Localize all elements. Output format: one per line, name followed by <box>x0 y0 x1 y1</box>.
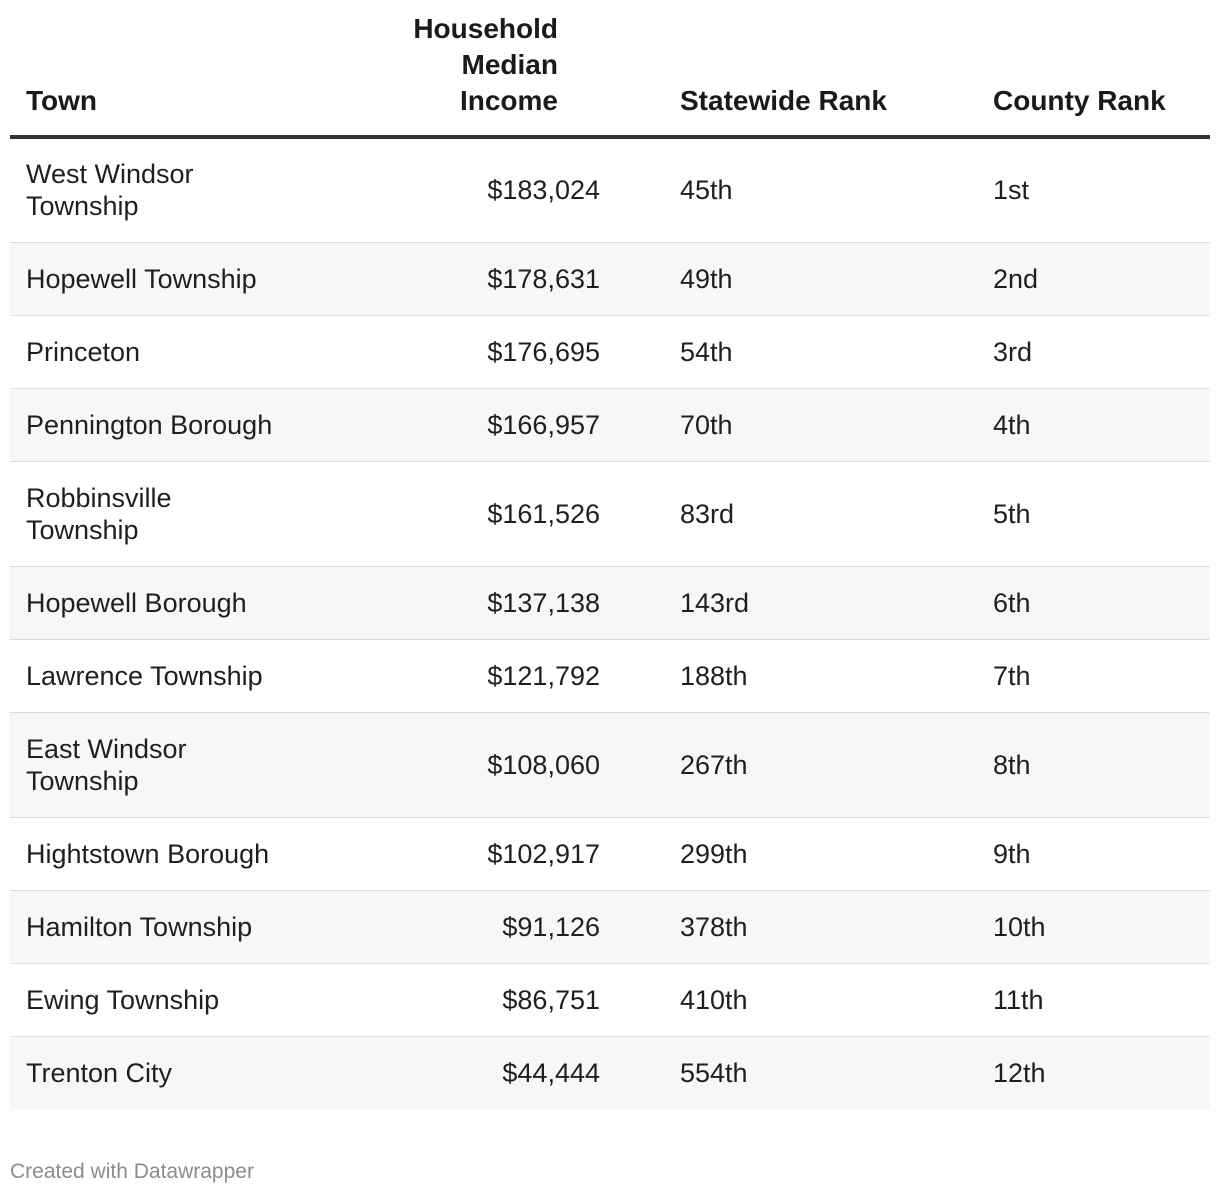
income-table: Town Household Median Income Statewide R… <box>10 0 1210 1109</box>
town-cell: Hopewell Borough <box>10 566 300 640</box>
income-cell: $108,060 <box>300 712 616 818</box>
table-row: Trenton City $44,444 554th 12th <box>10 1036 1210 1109</box>
table-row: Hamilton Township $91,126 378th 10th <box>10 890 1210 964</box>
column-header-income[interactable]: Household Median Income <box>300 0 616 139</box>
income-cell: $102,917 <box>300 817 616 891</box>
county-rank-cell: 3rd <box>929 315 1210 389</box>
county-rank-cell: 4th <box>929 388 1210 462</box>
statewide-rank-cell: 143rd <box>616 566 929 640</box>
town-cell: Trenton City <box>10 1036 300 1109</box>
statewide-rank-cell: 378th <box>616 890 929 964</box>
county-rank-cell: 7th <box>929 639 1210 713</box>
county-rank-cell: 12th <box>929 1036 1210 1109</box>
town-cell: Princeton <box>10 315 300 389</box>
town-cell: Robbinsville Township <box>10 461 300 567</box>
datawrapper-credit: Created with Datawrapper <box>10 1160 254 1183</box>
county-rank-cell: 6th <box>929 566 1210 640</box>
column-header-county-rank[interactable]: County Rank <box>929 0 1210 139</box>
table-row: Ewing Township $86,751 410th 11th <box>10 963 1210 1037</box>
town-cell: Lawrence Township <box>10 639 300 713</box>
statewide-rank-cell: 410th <box>616 963 929 1037</box>
datawrapper-table-chart: Town Household Median Income Statewide R… <box>10 0 1210 1183</box>
table-body: West Windsor Township $183,024 45th 1st Hope… <box>10 137 1210 1109</box>
statewide-rank-cell: 554th <box>616 1036 929 1109</box>
table-row: Hopewell Borough $137,138 143rd 6th <box>10 566 1210 640</box>
county-rank-cell: 11th <box>929 963 1210 1037</box>
town-cell: Hightstown Borough <box>10 817 300 891</box>
statewide-rank-cell: 49th <box>616 242 929 316</box>
income-cell: $176,695 <box>300 315 616 389</box>
income-cell: $86,751 <box>300 963 616 1037</box>
town-cell: Pennington Borough <box>10 388 300 462</box>
income-cell: $178,631 <box>300 242 616 316</box>
table-row: Pennington Borough $166,957 70th 4th <box>10 388 1210 462</box>
statewide-rank-cell: 188th <box>616 639 929 713</box>
town-cell: Ewing Township <box>10 963 300 1037</box>
statewide-rank-cell: 267th <box>616 712 929 818</box>
statewide-rank-cell: 54th <box>616 315 929 389</box>
town-cell: West Windsor Township <box>10 137 300 243</box>
table-row: Lawrence Township $121,792 188th 7th <box>10 639 1210 713</box>
table-row: West Windsor Township $183,024 45th 1st <box>10 137 1210 243</box>
table-header-row: Town Household Median Income Statewide R… <box>10 0 1210 139</box>
county-rank-cell: 10th <box>929 890 1210 964</box>
statewide-rank-cell: 70th <box>616 388 929 462</box>
income-cell: $44,444 <box>300 1036 616 1109</box>
county-rank-cell: 5th <box>929 461 1210 567</box>
column-header-town[interactable]: Town <box>10 0 300 139</box>
income-cell: $166,957 <box>300 388 616 462</box>
table-row: East Windsor Township $108,060 267th 8th <box>10 712 1210 818</box>
income-cell: $161,526 <box>300 461 616 567</box>
county-rank-cell: 2nd <box>929 242 1210 316</box>
income-cell: $121,792 <box>300 639 616 713</box>
county-rank-cell: 9th <box>929 817 1210 891</box>
income-cell: $91,126 <box>300 890 616 964</box>
table-row: Hightstown Borough $102,917 299th 9th <box>10 817 1210 891</box>
statewide-rank-cell: 83rd <box>616 461 929 567</box>
income-cell: $183,024 <box>300 137 616 243</box>
county-rank-cell: 8th <box>929 712 1210 818</box>
table-row: Hopewell Township $178,631 49th 2nd <box>10 242 1210 316</box>
town-cell: Hopewell Township <box>10 242 300 316</box>
statewide-rank-cell: 299th <box>616 817 929 891</box>
table-row: Princeton $176,695 54th 3rd <box>10 315 1210 389</box>
town-cell: East Windsor Township <box>10 712 300 818</box>
column-header-statewide-rank[interactable]: Statewide Rank <box>616 0 929 139</box>
income-cell: $137,138 <box>300 566 616 640</box>
statewide-rank-cell: 45th <box>616 137 929 243</box>
table-row: Robbinsville Township $161,526 83rd 5th <box>10 461 1210 567</box>
county-rank-cell: 1st <box>929 137 1210 243</box>
town-cell: Hamilton Township <box>10 890 300 964</box>
